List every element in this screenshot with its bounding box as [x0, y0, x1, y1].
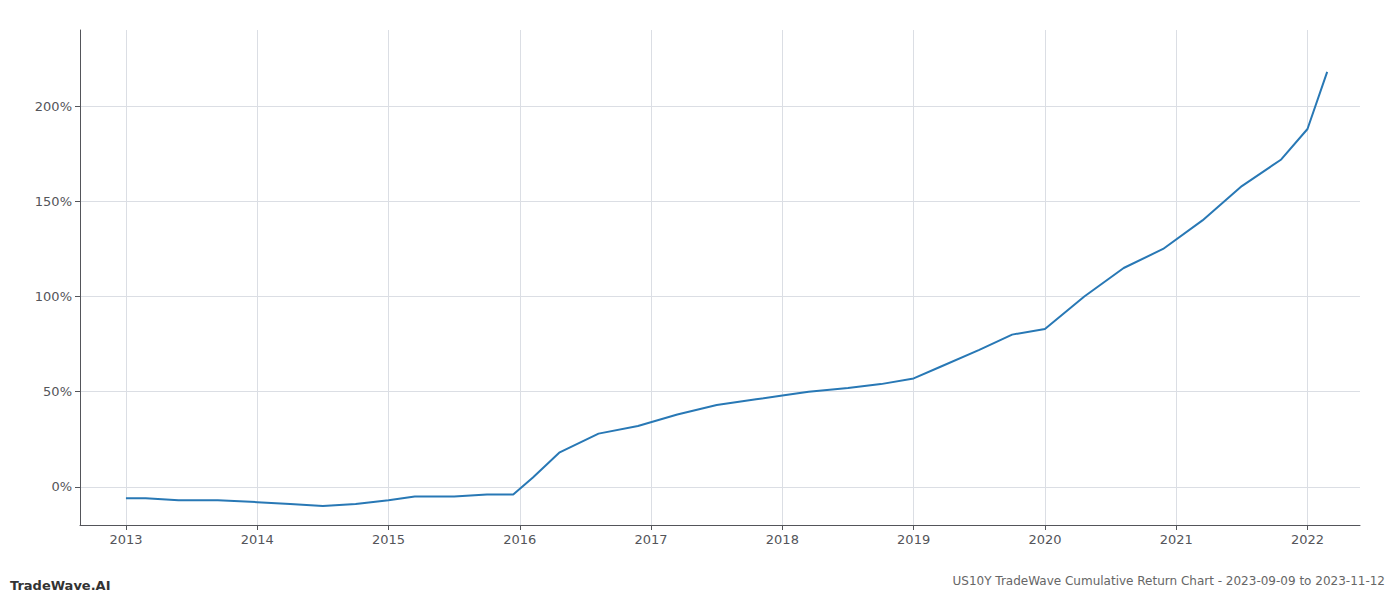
svg-text:100%: 100% — [35, 289, 72, 304]
svg-text:0%: 0% — [51, 479, 72, 494]
svg-text:2020: 2020 — [1028, 532, 1061, 547]
svg-text:2021: 2021 — [1160, 532, 1193, 547]
svg-text:2016: 2016 — [503, 532, 536, 547]
svg-text:2019: 2019 — [897, 532, 930, 547]
svg-text:150%: 150% — [35, 194, 72, 209]
svg-text:2018: 2018 — [766, 532, 799, 547]
svg-text:US10Y TradeWave Cumulative Ret: US10Y TradeWave Cumulative Return Chart … — [953, 574, 1385, 588]
svg-text:200%: 200% — [35, 99, 72, 114]
svg-text:2022: 2022 — [1291, 532, 1324, 547]
svg-text:2015: 2015 — [372, 532, 405, 547]
svg-text:TradeWave.AI: TradeWave.AI — [10, 578, 111, 593]
svg-text:2013: 2013 — [109, 532, 142, 547]
svg-text:2017: 2017 — [635, 532, 668, 547]
svg-text:2014: 2014 — [241, 532, 274, 547]
svg-text:50%: 50% — [43, 384, 72, 399]
